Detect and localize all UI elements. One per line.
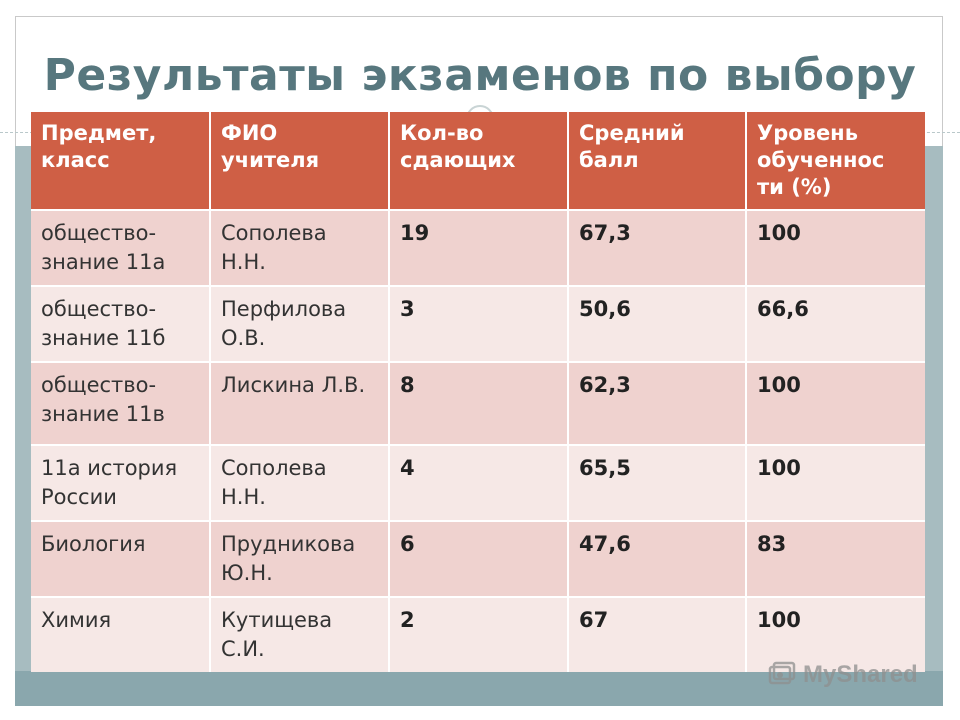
cell-level: 83 [746,520,925,597]
cell-average: 50,6 [568,285,747,362]
cell-subject: 11а история России [31,444,211,521]
cell-average: 67 [568,596,747,672]
cell-count: 4 [389,444,569,521]
cell-teacher: Лискина Л.В. [210,361,390,445]
cell-level: 66,6 [746,285,925,362]
myshared-logo-icon [768,661,796,685]
bottom-band [15,671,943,706]
cell-count: 6 [389,520,569,597]
cell-count: 2 [389,596,569,672]
header-average: Средний балл [568,112,747,210]
table-row: общество-знание 11в Лискина Л.В. 8 62,3 … [31,361,925,445]
cell-subject: Биология [31,520,211,597]
cell-subject: общество-знание 11в [31,361,211,445]
header-teacher: ФИО учителя [210,112,390,210]
results-table: Предмет, класс ФИО учителя Кол-во сдающи… [31,112,925,672]
table-header-row: Предмет, класс ФИО учителя Кол-во сдающи… [31,112,925,210]
table-row: общество-знание 11б Перфилова О.В. 3 50,… [31,285,925,362]
table-row: Биология Прудникова Ю.Н. 6 47,6 83 [31,520,925,597]
cell-level: 100 [746,596,925,672]
cell-teacher: Перфилова О.В. [210,285,390,362]
cell-level: 100 [746,444,925,521]
cell-teacher: Кутищева С.И. [210,596,390,672]
cell-count: 3 [389,285,569,362]
myshared-watermark[interactable]: MyShared [767,658,918,692]
table-row: общество-знание 11а Сополева Н.Н. 19 67,… [31,209,925,286]
cell-teacher: Сополева Н.Н. [210,209,390,286]
header-count: Кол-во сдающих [389,112,569,210]
cell-average: 47,6 [568,520,747,597]
cell-average: 65,5 [568,444,747,521]
cell-average: 62,3 [568,361,747,445]
table-row: Химия Кутищева С.И. 2 67 100 [31,596,925,672]
table-row: 11а история России Сополева Н.Н. 4 65,5 … [31,444,925,521]
watermark-text: MyShared [803,661,918,688]
cell-teacher: Прудникова Ю.Н. [210,520,390,597]
cell-subject: общество-знание 11б [31,285,211,362]
cell-count: 19 [389,209,569,286]
cell-teacher: Сополева Н.Н. [210,444,390,521]
cell-level: 100 [746,209,925,286]
header-level: Уровень обученнос ти (%) [746,112,925,210]
cell-level: 100 [746,361,925,445]
cell-count: 8 [389,361,569,445]
cell-subject: Химия [31,596,211,672]
cell-average: 67,3 [568,209,747,286]
cell-subject: общество-знание 11а [31,209,211,286]
slide-title: Результаты экзаменов по выбору [43,50,917,101]
header-subject: Предмет, класс [31,112,211,210]
